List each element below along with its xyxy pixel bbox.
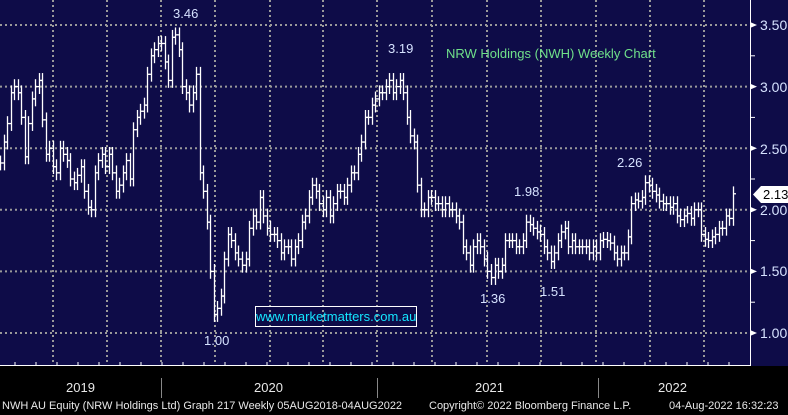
- year-divider: [377, 378, 378, 398]
- annotation-high-2021: 3.19: [388, 41, 414, 56]
- x-tick-label: 2020: [254, 380, 283, 395]
- annotation-high-2020: 3.46: [173, 6, 199, 21]
- chart-title: NRW Holdings (NWH) Weekly Chart: [446, 46, 656, 61]
- y-tick-arrow: [750, 145, 757, 152]
- y-tick-arrow: [750, 83, 757, 90]
- y-tick-label: 3.50: [760, 17, 788, 33]
- y-tick-arrow: [750, 206, 757, 213]
- y-tick-label: 2.50: [760, 141, 788, 157]
- timestamp: 04-Aug-2022 16:32:23: [669, 400, 779, 412]
- footer: NWH AU Equity (NRW Holdings Ltd) Graph 2…: [0, 400, 788, 415]
- y-tick-label: 1.00: [760, 325, 788, 341]
- last-price-tag: 2.13: [753, 186, 788, 203]
- y-tick-arrow: [750, 268, 757, 275]
- year-divider: [161, 378, 162, 398]
- annotation-low-2020: 1.00: [204, 333, 230, 348]
- annotation-2-26: 2.26: [617, 155, 643, 170]
- y-tick-arrow: [750, 22, 757, 28]
- x-tick-label: 2019: [66, 380, 95, 395]
- y-tick-arrow: [750, 330, 757, 336]
- annotation-1-98: 1.98: [514, 184, 540, 199]
- annotation-1-51: 1.51: [540, 284, 566, 299]
- year-divider: [598, 378, 599, 398]
- watermark-link: www.marketmatters.com.au: [255, 306, 417, 327]
- y-tick-label: 1.50: [760, 263, 788, 279]
- y-tick-label: 2.00: [760, 202, 788, 218]
- security-description: NWH AU Equity (NRW Holdings Ltd) Graph 2…: [2, 400, 403, 412]
- x-tick-label: 2021: [475, 380, 504, 395]
- y-tick-label: 3.00: [760, 79, 788, 95]
- copyright: Copyright© 2022 Bloomberg Finance L.P.: [429, 400, 632, 412]
- x-axis: 2019 2020 2021 2022: [0, 366, 788, 415]
- price-chart: [0, 0, 757, 366]
- chart-plot-area: NRW Holdings (NWH) Weekly Chart 3.46 1.0…: [0, 0, 788, 366]
- annotation-1-36: 1.36: [480, 291, 506, 306]
- x-tick-label: 2022: [658, 380, 687, 395]
